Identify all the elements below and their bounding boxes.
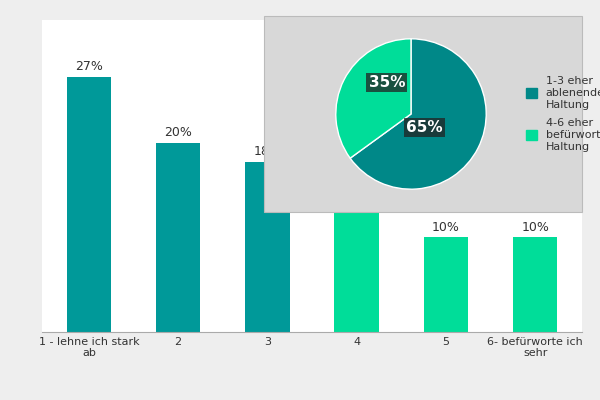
Text: 27%: 27%	[75, 60, 103, 73]
Text: 20%: 20%	[164, 126, 192, 139]
Wedge shape	[336, 39, 411, 158]
Bar	[245, 162, 290, 332]
Bar	[334, 200, 379, 332]
Bar	[67, 77, 111, 332]
Text: 18%: 18%	[253, 145, 281, 158]
Text: 65%: 65%	[406, 120, 443, 135]
Wedge shape	[350, 39, 486, 189]
Bar	[513, 238, 557, 332]
Bar	[424, 238, 468, 332]
Bar	[156, 143, 200, 332]
Legend: 1-3 eher
ablenende
Haltung, 4-6 eher
befürwortende
Haltung: 1-3 eher ablenende Haltung, 4-6 eher bef…	[526, 76, 600, 152]
Text: 10%: 10%	[432, 221, 460, 234]
Text: 10%: 10%	[521, 221, 549, 234]
Text: 14%: 14%	[343, 183, 371, 196]
Text: 35%: 35%	[368, 75, 405, 90]
